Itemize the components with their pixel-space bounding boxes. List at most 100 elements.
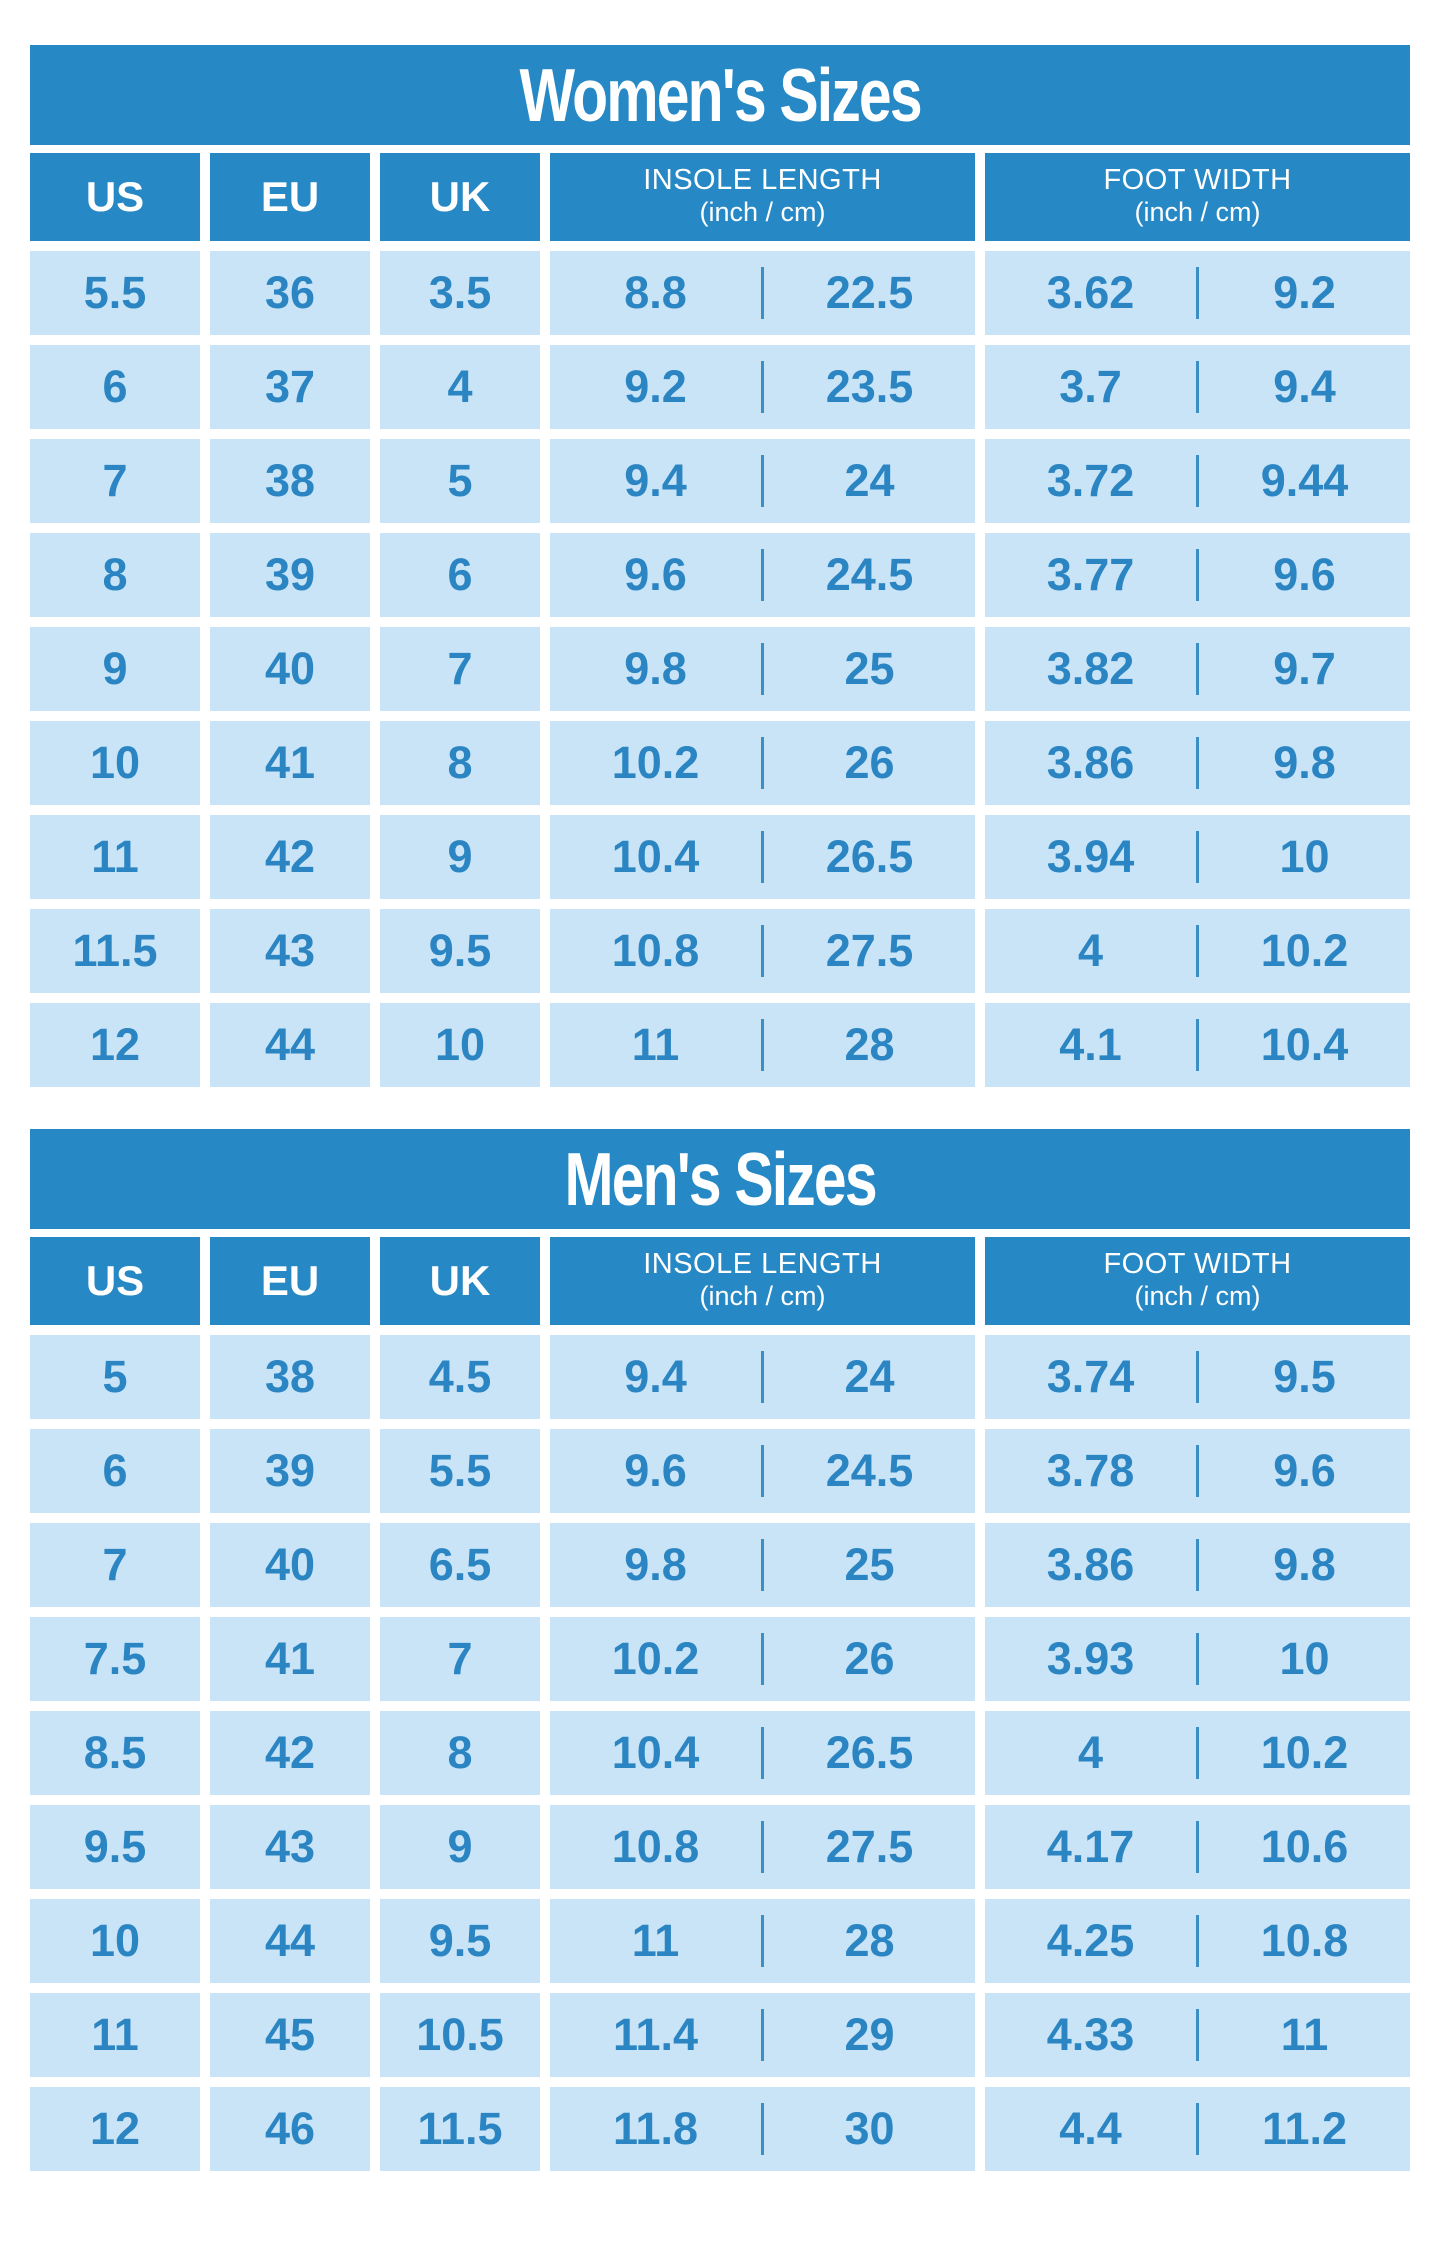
insole-length-cell: 10.4 26.5 [550,1711,975,1795]
table-row: 7 40 6.5 9.8 25 3.86 9.8 [30,1523,1410,1607]
cell-divider [1196,642,1199,696]
column-header-foot-width: FOOT WIDTH (inch / cm) [985,1237,1410,1325]
column-header-uk: UK [380,153,540,241]
foot-width-cell: 3.94 10 [985,815,1410,899]
cell-divider [761,1444,764,1498]
uk-size-cell: 11.5 [380,2087,540,2171]
insole-inch-value: 9.8 [624,1539,687,1590]
width-inch-value: 3.74 [1046,1351,1135,1402]
table-row: 10 41 8 10.2 26 3.86 9.8 [30,721,1410,805]
us-size-cell: 8 [30,533,200,617]
insole-length-cell: 10.8 27.5 [550,1805,975,1889]
uk-size-cell: 4 [380,345,540,429]
table-row: 8.5 42 8 10.4 26.5 4 10.2 [30,1711,1410,1795]
column-header-uk: UK [380,1237,540,1325]
column-header-unit: (inch / cm) [1134,1280,1261,1311]
us-size-cell: 7 [30,439,200,523]
foot-width-cell: 3.62 9.2 [985,251,1410,335]
us-size-cell: 10 [30,721,200,805]
insole-cm-value: 24.5 [825,549,914,600]
cell-divider [1196,1538,1199,1592]
us-size-cell: 10 [30,1899,200,1983]
column-header-us: US [30,1237,200,1325]
cell-divider [1196,1018,1199,1072]
foot-width-cell: 3.7 9.4 [985,345,1410,429]
uk-size-cell: 6 [380,533,540,617]
insole-cm-value: 26 [844,1633,895,1684]
width-inch-value: 3.86 [1046,737,1135,788]
insole-length-cell: 11.4 29 [550,1993,975,2077]
cell-divider [1196,1632,1199,1686]
insole-length-cell: 9.6 24.5 [550,1429,975,1513]
eu-size-cell: 44 [210,1003,370,1087]
uk-size-cell: 10 [380,1003,540,1087]
width-cm-value: 10 [1279,831,1330,882]
insole-length-cell: 9.8 25 [550,627,975,711]
width-inch-value: 3.72 [1046,455,1135,506]
foot-width-cell: 3.74 9.5 [985,1335,1410,1419]
width-cm-value: 11 [1280,2009,1329,2060]
cell-divider [761,2102,764,2156]
mens-sizes-table: Men's Sizes US EU UK INSOLE LENGTH (inch / c… [30,1129,1410,2171]
insole-cm-value: 25 [844,643,895,694]
width-inch-value: 3.78 [1046,1445,1135,1496]
cell-divider [1196,1820,1199,1874]
eu-size-cell: 41 [210,1617,370,1701]
eu-size-cell: 39 [210,1429,370,1513]
column-header-insole-length: INSOLE LENGTH (inch / cm) [550,153,975,241]
header-row: US EU UK INSOLE LENGTH (inch / cm) FOOT WIDTH… [30,1237,1410,1325]
width-cm-value: 9.4 [1273,361,1336,412]
table-row: 12 46 11.5 11.8 30 4.4 11.2 [30,2087,1410,2171]
table-row: 10 44 9.5 11 28 4.25 10.8 [30,1899,1410,1983]
insole-inch-value: 11 [631,1019,680,1070]
us-size-cell: 12 [30,2087,200,2171]
eu-size-cell: 45 [210,1993,370,2077]
width-cm-value: 10.2 [1260,1727,1349,1778]
width-cm-value: 9.2 [1273,267,1336,318]
us-size-cell: 11.5 [30,909,200,993]
insole-length-cell: 9.6 24.5 [550,533,975,617]
foot-width-cell: 3.93 10 [985,1617,1410,1701]
width-cm-value: 10.2 [1260,925,1349,976]
cell-divider [1196,2102,1199,2156]
column-header-unit: (inch / cm) [699,196,826,227]
cell-divider [1196,2008,1199,2062]
foot-width-cell: 3.78 9.6 [985,1429,1410,1513]
uk-size-cell: 7 [380,1617,540,1701]
us-size-cell: 5.5 [30,251,200,335]
foot-width-cell: 3.82 9.7 [985,627,1410,711]
width-inch-value: 4.25 [1046,1915,1135,1966]
eu-size-cell: 39 [210,533,370,617]
womens-sizes-table: Women's Sizes US EU UK INSOLE LENGTH (inch /… [30,45,1410,1087]
us-size-cell: 8.5 [30,1711,200,1795]
uk-size-cell: 9.5 [380,1899,540,1983]
column-header-label: INSOLE LENGTH [643,163,882,196]
table-row: 11 42 9 10.4 26.5 3.94 10 [30,815,1410,899]
column-header-label: EU [260,1257,320,1304]
cell-divider [761,2008,764,2062]
insole-inch-value: 11.4 [612,2009,699,2060]
insole-inch-value: 9.4 [624,1351,687,1402]
insole-length-cell: 9.2 23.5 [550,345,975,429]
foot-width-cell: 4.33 11 [985,1993,1410,2077]
eu-size-cell: 36 [210,251,370,335]
insole-cm-value: 26 [844,737,895,788]
insole-inch-value: 8.8 [624,267,687,318]
insole-length-cell: 11 28 [550,1003,975,1087]
eu-size-cell: 41 [210,721,370,805]
insole-inch-value: 10.2 [611,1633,700,1684]
cell-divider [1196,548,1199,602]
us-size-cell: 7.5 [30,1617,200,1701]
cell-divider [761,924,764,978]
column-header-label: INSOLE LENGTH [643,1247,882,1280]
foot-width-cell: 4.4 11.2 [985,2087,1410,2171]
width-inch-value: 3.7 [1059,361,1122,412]
eu-size-cell: 40 [210,1523,370,1607]
insole-cm-value: 28 [844,1019,895,1070]
table-row: 6 37 4 9.2 23.5 3.7 9.4 [30,345,1410,429]
insole-cm-value: 23.5 [825,361,914,412]
width-cm-value: 9.8 [1273,737,1336,788]
eu-size-cell: 44 [210,1899,370,1983]
us-size-cell: 9.5 [30,1805,200,1889]
eu-size-cell: 37 [210,345,370,429]
